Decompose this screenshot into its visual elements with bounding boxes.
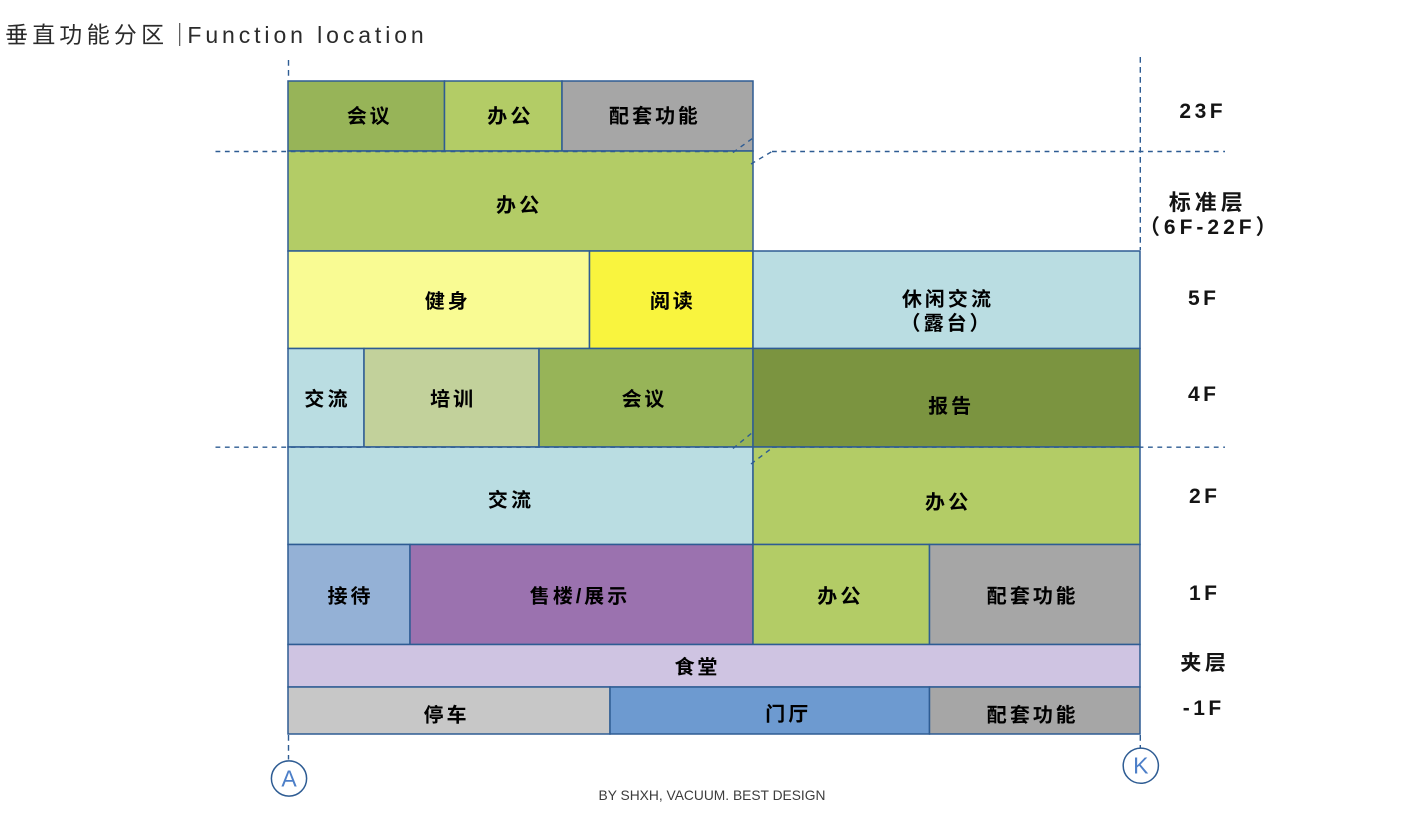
- svg-text:A: A: [281, 766, 297, 792]
- svg-text:K: K: [1133, 753, 1149, 779]
